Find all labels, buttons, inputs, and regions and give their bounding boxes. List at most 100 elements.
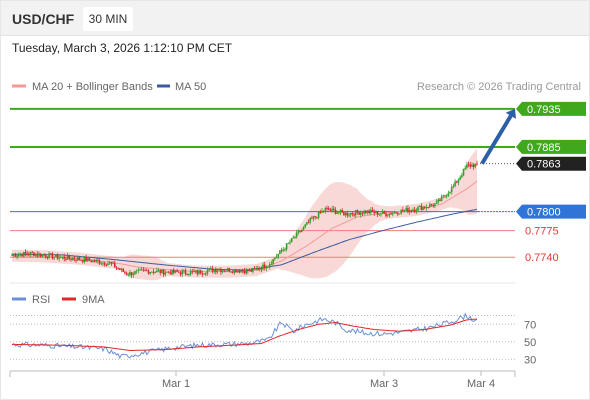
candle-body — [442, 195, 445, 197]
candle-body — [418, 205, 421, 207]
candle-body — [368, 210, 370, 213]
candle-body — [193, 271, 195, 273]
candle-body — [21, 254, 23, 257]
candle-body — [92, 260, 94, 263]
candle-body — [151, 271, 153, 273]
candle-body — [73, 258, 76, 260]
rsi-panel: 70 50 30 — [10, 312, 536, 366]
candle-body — [223, 270, 226, 272]
candle-body — [258, 268, 261, 270]
candle-body — [440, 196, 443, 201]
candle-body — [435, 201, 438, 204]
ma20-legend-label: MA 20 + Bollinger Bands — [32, 81, 153, 93]
candle-body — [255, 268, 258, 270]
candle-body — [194, 270, 197, 272]
candle-body — [464, 167, 466, 169]
candle-body — [12, 254, 15, 256]
candle-body — [171, 269, 173, 275]
candle-body — [385, 213, 387, 217]
candle-body — [203, 273, 205, 275]
candle-body — [65, 258, 67, 260]
candle-body — [381, 211, 384, 214]
candle-body — [124, 272, 126, 274]
candle-body — [221, 270, 224, 272]
candle-body — [285, 243, 288, 250]
candle-body — [95, 260, 97, 262]
candle-body — [309, 218, 311, 223]
candle-body — [46, 257, 49, 258]
candle-body — [93, 260, 96, 262]
candle-body — [373, 211, 375, 214]
candle-body — [336, 212, 338, 214]
candle-body — [39, 253, 42, 257]
timeframe-button[interactable]: 30 MIN — [83, 7, 133, 31]
candle-body — [353, 214, 355, 216]
candle-body — [348, 215, 350, 216]
candle-body — [343, 212, 345, 216]
candle-body — [174, 270, 177, 273]
level-label-0.7775: 0.7775 — [525, 226, 559, 238]
candle-body — [144, 270, 146, 271]
candle-body — [370, 210, 372, 213]
candle-body — [427, 207, 429, 208]
candle-body — [147, 270, 150, 274]
candle-body — [434, 203, 436, 207]
candle-body — [269, 264, 271, 267]
candle-body — [31, 252, 33, 253]
candle-body — [280, 250, 283, 252]
candle-body — [432, 205, 434, 207]
candle-body — [50, 253, 52, 255]
candle-body — [375, 211, 377, 214]
candle-body — [312, 216, 315, 219]
candle-body — [159, 270, 162, 273]
candle-body — [240, 270, 242, 273]
candle-body — [405, 208, 407, 211]
candle-body — [354, 210, 357, 216]
candle-body — [26, 253, 28, 255]
candle-body — [162, 269, 165, 275]
candle-body — [87, 258, 89, 262]
candle-body — [439, 199, 441, 202]
candle-body — [454, 181, 456, 186]
candle-body — [472, 164, 475, 167]
candle-body — [127, 275, 130, 276]
candle-body — [17, 254, 20, 256]
candle-body — [181, 270, 183, 275]
candle-body — [112, 263, 114, 264]
level-label-0.7885: 0.7885 — [527, 142, 561, 154]
candle-body — [228, 268, 231, 272]
candle-body — [61, 256, 64, 258]
candle-body — [341, 210, 343, 213]
candle-body — [359, 212, 362, 215]
candle-body — [333, 208, 335, 210]
candle-body — [420, 205, 423, 210]
candle-body — [358, 212, 360, 215]
candle-body — [326, 208, 328, 209]
symbol-title: USD/CHF — [12, 11, 75, 27]
candle-body — [149, 272, 151, 274]
candle-body — [38, 253, 40, 256]
candle-body — [450, 187, 453, 192]
candle-body — [307, 222, 310, 223]
candle-body — [208, 268, 210, 271]
candle-body — [186, 273, 188, 275]
candle-body — [331, 208, 333, 211]
candle-body — [392, 213, 394, 215]
candle-body — [82, 260, 84, 262]
candle-body — [422, 206, 424, 210]
candle-body — [275, 256, 278, 259]
candle-body — [179, 272, 182, 275]
candle-body — [156, 270, 158, 272]
candle-body — [178, 271, 180, 273]
candle-body — [363, 210, 365, 214]
level-label-0.7740: 0.7740 — [525, 252, 559, 264]
candle-body — [110, 262, 113, 264]
candle-body — [456, 181, 458, 183]
forecast-arrow-head — [505, 108, 516, 119]
candle-body — [366, 210, 369, 213]
candle-body — [430, 204, 433, 206]
candle-body — [386, 215, 389, 217]
x-tick-label: Mar 4 — [467, 378, 495, 390]
candle-body — [238, 270, 241, 273]
rsi-tick-50: 50 — [524, 337, 536, 349]
